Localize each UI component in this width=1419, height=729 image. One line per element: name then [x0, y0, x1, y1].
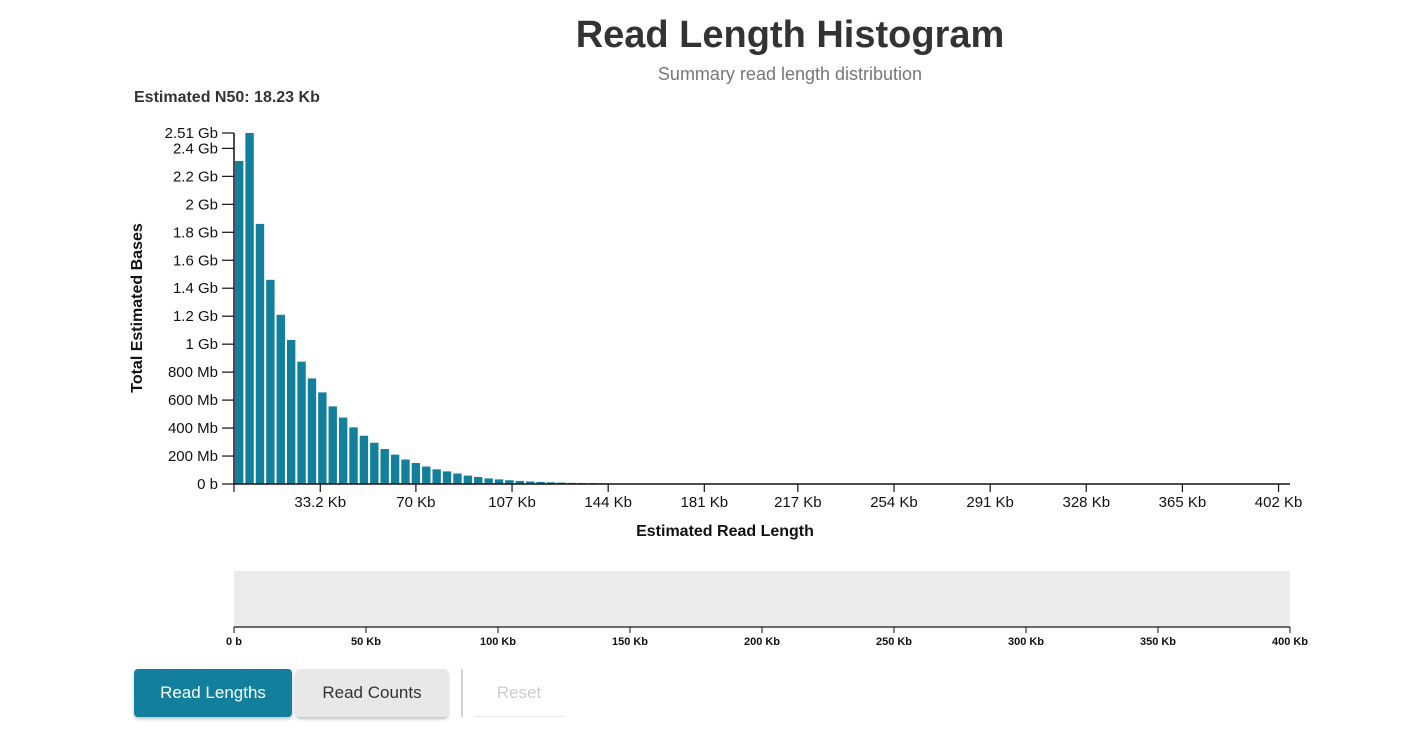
- brush-tick-label: 300 Kb: [1008, 636, 1044, 648]
- y-tick-label: 2.4 Gb: [173, 140, 218, 157]
- brush-tick-label: 250 Kb: [876, 636, 912, 648]
- histogram-bar[interactable]: [484, 478, 493, 484]
- y-tick-label: 1.2 Gb: [173, 308, 218, 325]
- histogram-bar[interactable]: [546, 482, 556, 484]
- y-tick-label: 400 Mb: [168, 420, 218, 437]
- histogram-bar[interactable]: [235, 160, 244, 484]
- histogram-bar[interactable]: [286, 339, 296, 484]
- histogram-bar[interactable]: [515, 480, 525, 484]
- histogram-bar[interactable]: [442, 471, 452, 484]
- histogram-bar[interactable]: [505, 480, 514, 484]
- y-tick-label: 1.4 Gb: [173, 280, 218, 297]
- x-tick-label: 107 Kb: [488, 494, 536, 511]
- x-tick-label: 291 Kb: [966, 494, 1014, 511]
- brush-tick-label: 50 Kb: [351, 636, 381, 648]
- brush-tick-label: 150 Kb: [612, 636, 648, 648]
- histogram-bar[interactable]: [370, 442, 379, 484]
- x-tick-label: 70 Kb: [396, 494, 435, 511]
- y-tick-label: 200 Mb: [168, 448, 218, 465]
- histogram-chart: 0 b 200 Mb 400 Mb 600 Mb 800 Mb 1 Gb 1.2 Gb 1.4…: [129, 125, 1308, 648]
- y-axis: 0 b 200 Mb 400 Mb 600 Mb 800 Mb 1 Gb 1.2 Gb 1.4…: [165, 125, 235, 493]
- x-tick-label: 254 Kb: [870, 494, 918, 511]
- x-tick-label: 402 Kb: [1255, 494, 1303, 511]
- histogram-bar[interactable]: [536, 481, 545, 484]
- brush-tick-label: 350 Kb: [1140, 636, 1176, 648]
- histogram-bar[interactable]: [401, 459, 410, 484]
- brush-tick-label: 100 Kb: [480, 636, 516, 648]
- range-brush[interactable]: [234, 571, 1290, 626]
- histogram-bar[interactable]: [318, 392, 327, 484]
- reset-button[interactable]: Reset: [474, 669, 564, 717]
- y-axis-title: Total Estimated Bases: [129, 223, 146, 393]
- histogram-bar[interactable]: [463, 475, 473, 484]
- x-tick-label: 144 Kb: [584, 494, 632, 511]
- histogram-bar[interactable]: [328, 406, 337, 484]
- y-tick-label: 2.51 Gb: [165, 125, 218, 142]
- histogram-bar[interactable]: [380, 449, 389, 484]
- brush-tick-label: 200 Kb: [744, 636, 780, 648]
- n50-label: Estimated N50: 18.23 Kb: [134, 89, 320, 106]
- y-tick-label: 0 b: [197, 476, 218, 493]
- histogram-bar[interactable]: [432, 469, 441, 484]
- y-tick-label: 600 Mb: [168, 392, 218, 409]
- histogram-bar[interactable]: [390, 454, 400, 484]
- bar-series: [235, 133, 608, 484]
- y-tick-label: 800 Mb: [168, 364, 218, 381]
- histogram-bar[interactable]: [307, 378, 317, 484]
- y-tick-label: 2.2 Gb: [173, 168, 218, 185]
- y-tick-label: 1 Gb: [185, 336, 218, 353]
- button-divider: [461, 669, 463, 717]
- brush-tick-label: 0 b: [226, 636, 242, 648]
- y-tick-label: 1.6 Gb: [173, 252, 218, 269]
- brush-axis: 0 b 50 Kb 100 Kb 150 Kb 200 Kb 250 Kb 300 Kb 35…: [226, 626, 1308, 648]
- histogram-bar[interactable]: [338, 417, 348, 484]
- histogram-bar[interactable]: [422, 466, 431, 484]
- x-tick-label: 217 Kb: [774, 494, 822, 511]
- x-axis: 33.2 Kb 70 Kb 107 Kb 144 Kb 181 Kb 217 Kb 254 …: [233, 483, 1303, 511]
- histogram-bar[interactable]: [349, 427, 358, 484]
- read-lengths-button[interactable]: Read Lengths: [134, 669, 292, 717]
- histogram-bar[interactable]: [453, 473, 462, 484]
- histogram-bar[interactable]: [526, 481, 535, 484]
- histogram-bar[interactable]: [297, 361, 306, 484]
- chart-subtitle: Summary read length distribution: [657, 64, 923, 84]
- x-tick-label: 328 Kb: [1063, 494, 1111, 511]
- y-tick-label: 2 Gb: [185, 196, 218, 213]
- histogram-bar[interactable]: [245, 133, 254, 484]
- x-tick-label: 365 Kb: [1159, 494, 1207, 511]
- brush-tick-label: 400 Kb: [1272, 636, 1308, 648]
- histogram-bar[interactable]: [255, 223, 265, 484]
- x-tick-label: 33.2 Kb: [294, 494, 346, 511]
- x-tick-label: 181 Kb: [681, 494, 729, 511]
- y-tick-label: 1.8 Gb: [173, 224, 218, 241]
- histogram-bar[interactable]: [474, 477, 483, 484]
- x-axis-title: Estimated Read Length: [636, 523, 814, 540]
- histogram-bar[interactable]: [494, 479, 504, 484]
- read-counts-button[interactable]: Read Counts: [296, 669, 448, 717]
- histogram-bar[interactable]: [411, 463, 421, 484]
- histogram-bar[interactable]: [359, 435, 369, 484]
- histogram-bar[interactable]: [276, 314, 285, 484]
- chart-title: Read Length Histogram: [575, 14, 1005, 56]
- histogram-bar[interactable]: [266, 279, 275, 484]
